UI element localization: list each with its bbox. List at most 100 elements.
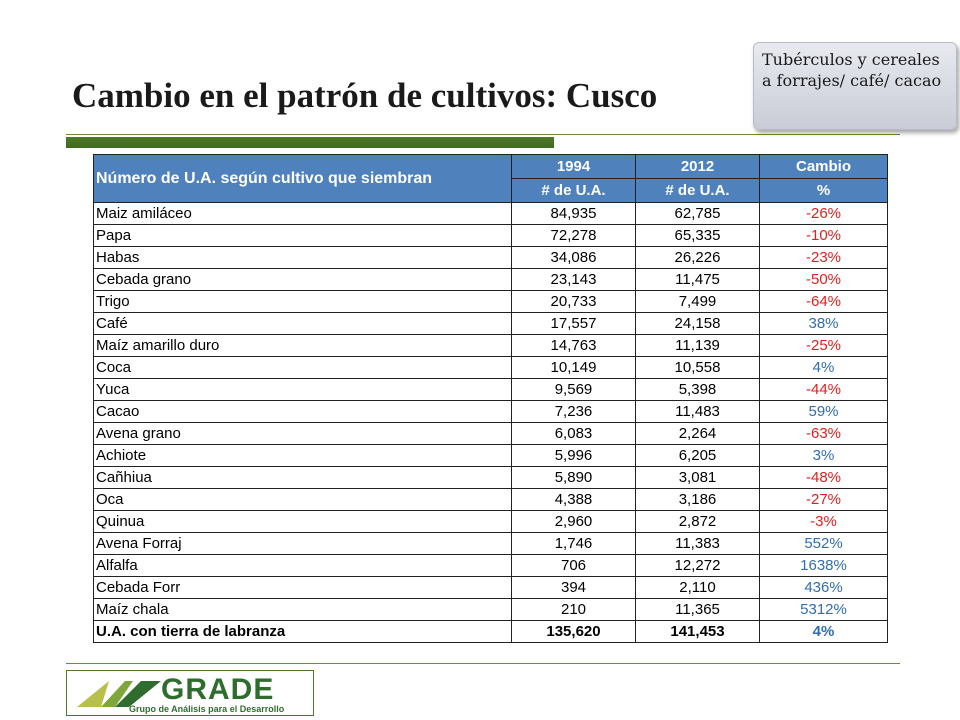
table-row: Habas 34,086 26,226 -23%	[93, 246, 888, 269]
value-1994-cell: 7,236	[511, 400, 636, 423]
header-crop-label: Número de U.A. según cultivo que siembra…	[93, 154, 512, 203]
callout-text: Tubérculos y cereales a forrajes/ café/ …	[762, 50, 942, 90]
value-1994-cell: 4,388	[511, 488, 636, 511]
crop-name-cell: Cebada Forr	[93, 576, 512, 599]
change-percent-cell: 59%	[759, 400, 888, 423]
table-total-row: U.A. con tierra de labranza 135,620 141,45…	[93, 620, 888, 643]
crop-name-cell: Achiote	[93, 444, 512, 467]
crop-name-cell: Coca	[93, 356, 512, 379]
change-percent-cell: 4%	[759, 356, 888, 379]
change-percent-cell: -48%	[759, 466, 888, 489]
crop-name-cell: Trigo	[93, 290, 512, 313]
value-1994-cell: 17,557	[511, 312, 636, 335]
value-2012-cell: 65,335	[635, 224, 760, 247]
crop-name-cell: Papa	[93, 224, 512, 247]
table-row: Cebada grano 23,143 11,475 -50%	[93, 268, 888, 291]
crop-name-cell: Maiz amiláceo	[93, 202, 512, 225]
crop-name-cell: Maíz amarillo duro	[93, 334, 512, 357]
crop-name-cell: Café	[93, 312, 512, 335]
value-1994-cell: 84,935	[511, 202, 636, 225]
subheader-ua-1994: # de U.A.	[511, 178, 636, 203]
value-2012-cell: 12,272	[635, 554, 760, 577]
value-2012-cell: 24,158	[635, 312, 760, 335]
crop-name-cell: U.A. con tierra de labranza	[93, 620, 512, 643]
change-percent-cell: 5312%	[759, 598, 888, 621]
value-2012-cell: 11,383	[635, 532, 760, 555]
crop-name-cell: Yuca	[93, 378, 512, 401]
table-row: Quinua 2,960 2,872 -3%	[93, 510, 888, 533]
value-1994-cell: 23,143	[511, 268, 636, 291]
value-2012-cell: 26,226	[635, 246, 760, 269]
table-row: Alfalfa 706 12,272 1638%	[93, 554, 888, 577]
crop-name-cell: Habas	[93, 246, 512, 269]
value-1994-cell: 14,763	[511, 334, 636, 357]
change-percent-cell: 552%	[759, 532, 888, 555]
subheader-ua-2012: # de U.A.	[635, 178, 760, 203]
grade-logo: GRADE Grupo de Análisis para el Desarrol…	[66, 670, 314, 716]
change-percent-cell: -27%	[759, 488, 888, 511]
table-row: Trigo 20,733 7,499 -64%	[93, 290, 888, 313]
value-1994-cell: 210	[511, 598, 636, 621]
table-row: Café 17,557 24,158 38%	[93, 312, 888, 335]
table-row: Papa 72,278 65,335 -10%	[93, 224, 888, 247]
table-row: Maiz amiláceo 84,935 62,785 -26%	[93, 202, 888, 225]
value-2012-cell: 141,453	[635, 620, 760, 643]
header-change: Cambio	[759, 154, 888, 179]
value-2012-cell: 2,872	[635, 510, 760, 533]
crop-name-cell: Cacao	[93, 400, 512, 423]
crop-name-cell: Cebada grano	[93, 268, 512, 291]
value-2012-cell: 62,785	[635, 202, 760, 225]
table-row: Avena Forraj 1,746 11,383 552%	[93, 532, 888, 555]
change-percent-cell: -26%	[759, 202, 888, 225]
value-2012-cell: 11,139	[635, 334, 760, 357]
header-year-1994: 1994	[511, 154, 636, 179]
page-title: Cambio en el patrón de cultivos: Cusco	[72, 76, 658, 115]
change-percent-cell: -64%	[759, 290, 888, 313]
value-2012-cell: 11,475	[635, 268, 760, 291]
value-1994-cell: 34,086	[511, 246, 636, 269]
change-percent-cell: -63%	[759, 422, 888, 445]
value-1994-cell: 1,746	[511, 532, 636, 555]
crop-name-cell: Oca	[93, 488, 512, 511]
callout-box: Tubérculos y cereales a forrajes/ café/ …	[753, 42, 957, 130]
change-percent-cell: -50%	[759, 268, 888, 291]
value-2012-cell: 7,499	[635, 290, 760, 313]
crop-name-cell: Cañhiua	[93, 466, 512, 489]
value-1994-cell: 706	[511, 554, 636, 577]
table-row: Avena grano 6,083 2,264 -63%	[93, 422, 888, 445]
table-row: Yuca 9,569 5,398 -44%	[93, 378, 888, 401]
logo-word: GRADE	[161, 673, 275, 706]
value-2012-cell: 11,365	[635, 598, 760, 621]
value-1994-cell: 5,996	[511, 444, 636, 467]
crop-name-cell: Maíz chala	[93, 598, 512, 621]
change-percent-cell: -10%	[759, 224, 888, 247]
crop-name-cell: Avena grano	[93, 422, 512, 445]
value-2012-cell: 2,110	[635, 576, 760, 599]
table-row: Achiote 5,996 6,205 3%	[93, 444, 888, 467]
value-1994-cell: 394	[511, 576, 636, 599]
table-row: Cebada Forr 394 2,110 436%	[93, 576, 888, 599]
crop-name-cell: Alfalfa	[93, 554, 512, 577]
logo-subtitle: Grupo de Análisis para el Desarrollo	[129, 704, 285, 714]
value-2012-cell: 3,081	[635, 466, 760, 489]
change-percent-cell: -25%	[759, 334, 888, 357]
table-body: Maiz amiláceo 84,935 62,785 -26% Papa 72,278 6…	[93, 202, 888, 643]
change-percent-cell: -23%	[759, 246, 888, 269]
value-2012-cell: 6,205	[635, 444, 760, 467]
value-1994-cell: 5,890	[511, 466, 636, 489]
value-1994-cell: 72,278	[511, 224, 636, 247]
change-percent-cell: 3%	[759, 444, 888, 467]
table-header-row: Número de U.A. según cultivo que siembra…	[93, 154, 888, 203]
table-row: Cañhiua 5,890 3,081 -48%	[93, 466, 888, 489]
table-row: Cacao 7,236 11,483 59%	[93, 400, 888, 423]
change-percent-cell: 1638%	[759, 554, 888, 577]
table-row: Maíz chala 210 11,365 5312%	[93, 598, 888, 621]
value-1994-cell: 6,083	[511, 422, 636, 445]
crop-name-cell: Avena Forraj	[93, 532, 512, 555]
table-row: Maíz amarillo duro 14,763 11,139 -25%	[93, 334, 888, 357]
value-1994-cell: 10,149	[511, 356, 636, 379]
change-percent-cell: -3%	[759, 510, 888, 533]
table-row: Oca 4,388 3,186 -27%	[93, 488, 888, 511]
value-1994-cell: 2,960	[511, 510, 636, 533]
value-2012-cell: 2,264	[635, 422, 760, 445]
